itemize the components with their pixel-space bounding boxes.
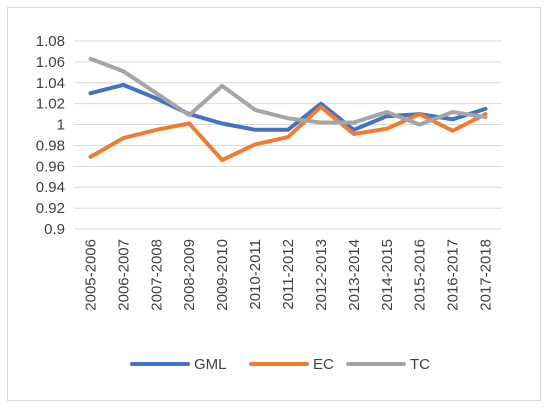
y-tick-label: 1.02 [36,96,65,113]
legend-label-ec: EC [313,356,334,373]
x-tick-label: 2012-2013 [313,239,330,311]
y-tick-label: 0.96 [36,158,65,175]
y-tick-label: 0.9 [44,221,65,238]
x-tick-label: 2006-2007 [115,239,132,311]
y-tick-label: 1.06 [36,54,65,71]
x-tick-label: 2014-2015 [379,239,396,311]
gridlines [74,40,502,230]
x-tick-label: 2005-2006 [82,239,99,311]
y-tick-label: 1.04 [36,75,65,92]
x-tick-label: 2008-2009 [181,239,198,311]
x-tick-label: 2015-2016 [412,239,429,311]
x-axis-tick-labels: 2005-2006 2006-2007 2007-2008 2008-2009 2009… [82,239,494,311]
y-tick-label: 0.92 [36,200,65,217]
x-tick-label: 2017-2018 [478,239,495,311]
x-tick-label: 2011-2012 [280,239,297,310]
y-tick-label: 0.94 [36,179,65,196]
chart-frame: 0.9 0.92 0.94 0.96 0.98 1 1.02 1.04 1.06 1.08 200… [7,7,541,401]
x-tick-label: 2013-2014 [346,239,363,311]
x-tick-label: 2016-2017 [445,239,462,311]
y-tick-label: 0.98 [36,137,65,154]
series-line-ec [88,104,488,163]
legend: GML EC TC [130,356,430,373]
series-lines [88,56,488,163]
x-tick-label: 2007-2008 [148,239,165,311]
x-tick-label: 2010-2011 [247,239,264,310]
y-tick-label: 1 [57,117,65,134]
series-line-tc [88,56,488,127]
y-axis-tick-labels: 0.9 0.92 0.94 0.96 0.98 1 1.02 1.04 1.06 1.08 [36,33,65,238]
legend-label-tc: TC [410,356,430,373]
x-tick-label: 2009-2010 [214,239,231,311]
line-chart: 0.9 0.92 0.94 0.96 0.98 1 1.02 1.04 1.06 1.08 200… [36,33,502,373]
legend-label-gml: GML [194,356,227,373]
y-tick-label: 1.08 [36,33,65,50]
